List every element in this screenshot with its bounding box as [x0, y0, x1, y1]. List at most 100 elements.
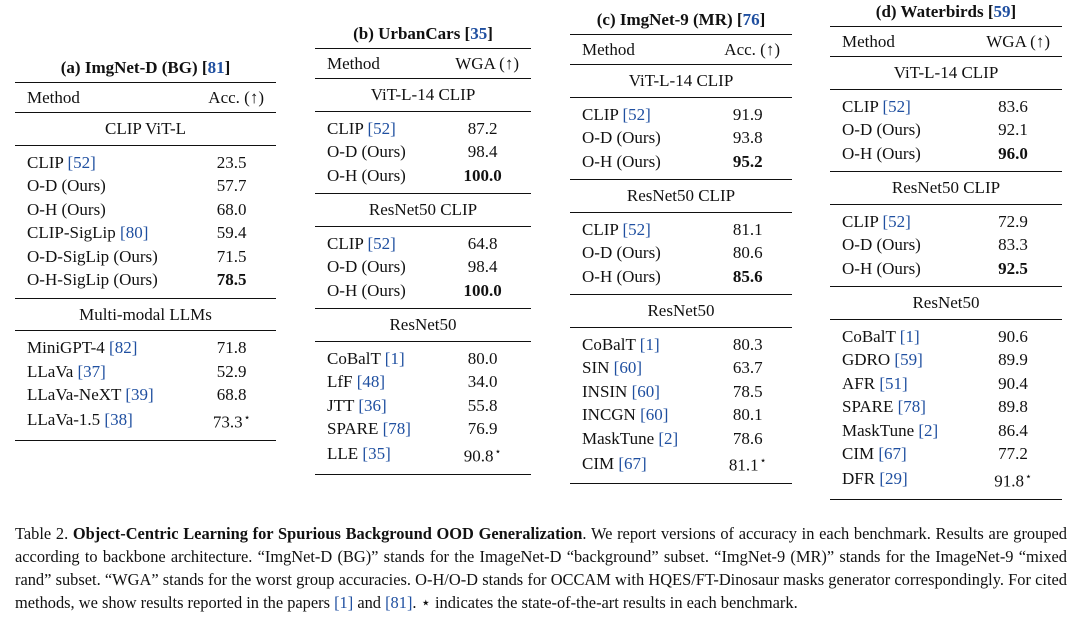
method-cell: O-D (Ours) [830, 233, 964, 257]
table-title: (a) ImgNet-D (BG) [81] [15, 56, 276, 82]
value-cell: 92.1 [964, 118, 1062, 142]
citation-link[interactable]: [52] [622, 219, 651, 239]
value-cell: 90.6 [964, 319, 1062, 348]
citation-link[interactable]: [37] [77, 361, 106, 381]
value-cell: 83.6 [964, 89, 1062, 118]
method-name: INCGN [582, 405, 641, 424]
citation-link[interactable]: [36] [358, 395, 387, 415]
caption-star-symbol: ⋆ [420, 593, 431, 613]
table-title-cite[interactable]: 76 [742, 10, 760, 29]
group-header-row: Multi-modal LLMs [15, 298, 276, 331]
table-title-cite[interactable]: 59 [993, 2, 1011, 21]
metric-value: 95.2 [732, 151, 763, 171]
method-cell: INCGN [60] [570, 403, 703, 427]
caption-text-4: indicates the state-of-the-art results i… [430, 593, 798, 613]
citation-link[interactable]: [67] [878, 444, 907, 463]
column-header-metric: WGA (↑) [986, 31, 1050, 51]
citation-link[interactable]: [52] [882, 96, 911, 116]
method-cell: LLaVa-NeXT [39] [15, 383, 187, 407]
table-group: ResNet50 CLIP [830, 171, 1062, 205]
citation-link[interactable]: [39] [125, 385, 154, 404]
method-cell: O-D-SigLip (Ours) [15, 245, 187, 269]
citation-link[interactable]: [52] [367, 233, 396, 253]
group-rows: CLIP [52] 91.9 O-D (Ours) 93.8 O-H (Ours) 95.… [570, 97, 792, 180]
method-cell: LLaVa [37] [15, 360, 187, 384]
method-name: O-H (Ours) [842, 143, 921, 163]
method-cell: O-D (Ours) [570, 241, 703, 265]
table-row: O-D (Ours) 92.1 [830, 118, 1062, 142]
caption-cite-2[interactable]: [81] [385, 593, 413, 613]
group-rows: CLIP [52] 81.1 O-D (Ours) 80.6 O-H (Ours) 85.… [570, 212, 792, 295]
group-header-row: ResNet50 CLIP [570, 180, 792, 213]
citation-link[interactable]: [59] [894, 350, 923, 369]
citation-link[interactable]: [51] [879, 373, 908, 393]
table-title-text: (d) Waterbirds [ [875, 2, 994, 21]
metric-value: 90.6 [998, 326, 1028, 346]
group-header: ResNet50 CLIP [891, 178, 1001, 197]
metric-value: 86.4 [998, 420, 1028, 440]
method-name: INSIN [582, 381, 632, 401]
table-d: (d) Waterbirds [59] Method WGA (↑) ViT-L-14… [830, 0, 1062, 500]
metric-value: 91.9 [732, 104, 763, 124]
method-cell: LLaVa-1.5 [38] [15, 407, 187, 441]
caption-cite-1[interactable]: [1] [334, 593, 354, 613]
metric-value: 90.4 [998, 373, 1028, 393]
table-title-cite[interactable]: 81 [207, 58, 225, 77]
citation-link[interactable]: [52] [882, 211, 911, 231]
method-cell: O-H (Ours) [570, 150, 703, 180]
table-row: LLaVa [37] 52.9 [15, 360, 276, 384]
citation-link[interactable]: [60] [631, 381, 660, 401]
value-cell: 78.5 [703, 380, 792, 404]
citation-link[interactable]: [1] [384, 348, 405, 368]
table-row: CLIP [52] 83.6 [830, 89, 1062, 118]
table-row: O-D (Ours) 57.7 [15, 174, 276, 198]
table-row: CoBalT [1] 80.0 [315, 341, 531, 370]
method-name: O-H (Ours) [27, 199, 106, 219]
citation-link[interactable]: [67] [618, 453, 647, 473]
citation-link[interactable]: [35] [362, 444, 391, 464]
method-cell: MaskTune [2] [830, 419, 964, 443]
method-cell: CoBalT [1] [830, 319, 964, 348]
citation-link[interactable]: [80] [120, 223, 149, 242]
value-cell: 91.8⋆ [964, 466, 1062, 500]
table-title-cite[interactable]: 35 [470, 24, 488, 43]
citation-link[interactable]: [1] [639, 334, 660, 354]
citation-link[interactable]: [2] [658, 428, 679, 448]
citation-link[interactable]: [82] [109, 338, 138, 357]
value-cell: 90.8⋆ [434, 441, 531, 475]
metric-value: 73.3 [212, 412, 243, 432]
method-name: O-H (Ours) [327, 165, 406, 185]
citation-link[interactable]: [78] [897, 397, 926, 416]
method-name: LfF [327, 372, 357, 391]
metric-value: 83.6 [998, 96, 1028, 116]
method-name: CIM [842, 444, 879, 463]
method-cell: CLIP [52] [830, 89, 964, 118]
citation-link[interactable]: [52] [367, 118, 396, 138]
value-cell: 64.8 [434, 226, 531, 255]
table-row: O-H (Ours) 100.0 [315, 164, 531, 194]
method-cell: LfF [48] [315, 370, 434, 394]
column-header-metric: WGA (↑) [455, 53, 519, 73]
citation-link[interactable]: [48] [356, 372, 386, 391]
table-title-bracket: ] [224, 58, 231, 77]
citation-link[interactable]: [52] [67, 152, 96, 172]
value-cell: 78.5 [187, 268, 276, 298]
citation-link[interactable]: [1] [899, 326, 920, 346]
metric-value: 59.4 [216, 223, 247, 242]
method-name: AFR [842, 373, 880, 393]
citation-link[interactable]: [60] [613, 358, 642, 377]
table-title-bracket: ] [759, 10, 766, 29]
citation-link[interactable]: [78] [382, 419, 411, 438]
citation-link[interactable]: [60] [640, 405, 669, 424]
value-cell: 92.5 [964, 257, 1062, 287]
citation-link[interactable]: [29] [879, 469, 908, 489]
method-name: CLIP-SigLip [27, 223, 121, 242]
star-marker: ⋆ [1024, 470, 1032, 483]
table-row: LLaVa-1.5 [38] 73.3⋆ [15, 407, 276, 441]
citation-link[interactable]: [38] [104, 410, 133, 430]
method-cell: O-H (Ours) [315, 164, 434, 194]
citation-link[interactable]: [2] [918, 420, 939, 440]
method-cell: O-H-SigLip (Ours) [15, 268, 187, 298]
citation-link[interactable]: [52] [622, 104, 651, 124]
group-rows: CoBalT [1] 80.3 SIN [60] 63.7 INSIN [60] 78.5… [570, 327, 792, 484]
